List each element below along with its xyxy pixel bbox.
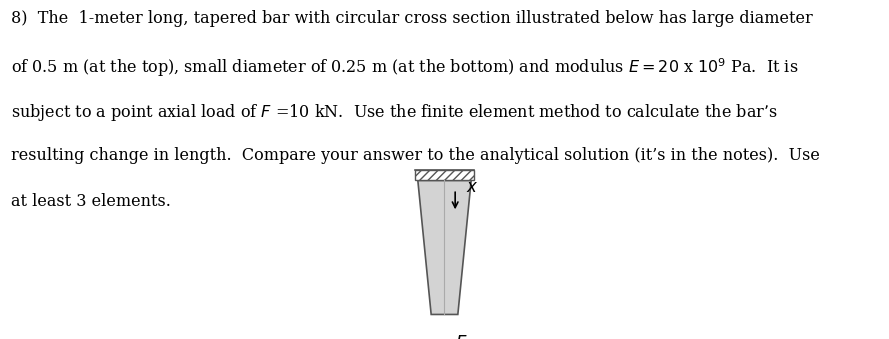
Text: $F$: $F$ (455, 334, 468, 339)
Bar (415, 170, 474, 180)
Text: subject to a point axial load of $F$ =10 kN.  Use the finite element method to c: subject to a point axial load of $F$ =10… (11, 102, 777, 123)
Text: $x$: $x$ (466, 179, 478, 196)
Text: resulting change in length.  Compare your answer to the analytical solution (it’: resulting change in length. Compare your… (11, 147, 820, 164)
Text: at least 3 elements.: at least 3 elements. (11, 193, 171, 210)
Text: 8)  The  1-meter long, tapered bar with circular cross section illustrated below: 8) The 1-meter long, tapered bar with ci… (11, 10, 813, 27)
Text: of 0.5 m (at the top), small diameter of 0.25 m (at the bottom) and modulus $E =: of 0.5 m (at the top), small diameter of… (11, 56, 798, 79)
Polygon shape (418, 180, 471, 315)
